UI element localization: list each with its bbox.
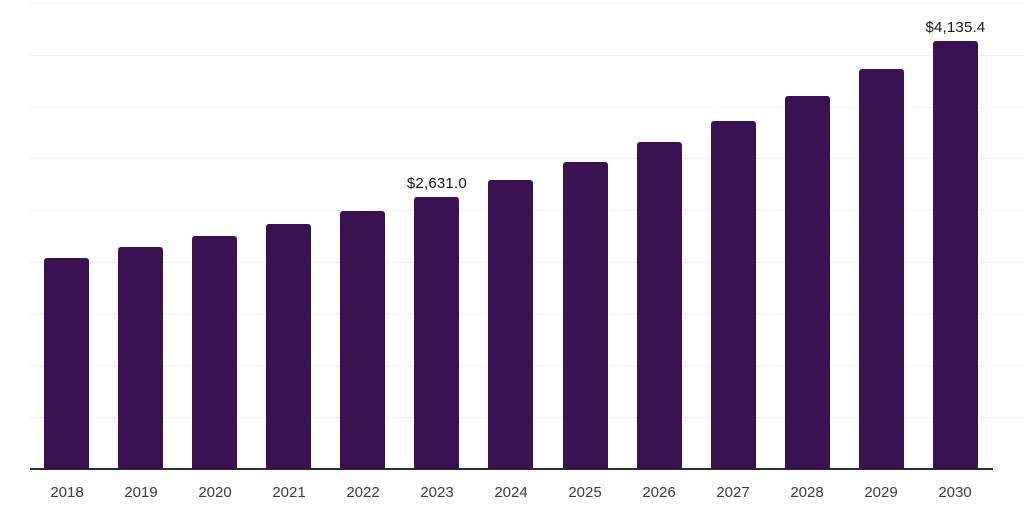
bars-container: $2,631.0 $4,135.4 <box>44 0 985 469</box>
bar-column-2021 <box>266 224 312 469</box>
x-axis-labels: 2018 2019 2020 2021 2022 2023 2024 2025 2026 2027… <box>44 484 978 501</box>
x-tick-label-2027: 2027 <box>716 484 750 501</box>
x-tick-label-2021: 2021 <box>272 484 306 501</box>
bar-column-2025 <box>562 162 608 469</box>
bar-2024 <box>488 180 534 469</box>
x-tick-label-2025: 2025 <box>568 484 602 501</box>
bar-2027 <box>710 121 756 469</box>
x-tick-label-2024: 2024 <box>494 484 528 501</box>
bar-column-2022 <box>340 211 386 469</box>
bar-2030 <box>932 41 978 469</box>
x-tick-label-2026: 2026 <box>642 484 676 501</box>
bar-2019 <box>118 247 164 469</box>
bar-2028 <box>784 96 830 469</box>
bar-2021 <box>266 224 312 469</box>
x-tick-label-2030: 2030 <box>938 484 972 501</box>
x-tick-label-2019: 2019 <box>124 484 158 501</box>
bar-column-2026 <box>636 142 682 469</box>
x-tick-label-2023: 2023 <box>420 484 454 501</box>
bar-2023 <box>414 197 460 469</box>
data-label-2030: $4,135.4 <box>925 19 986 36</box>
bar-2022 <box>340 211 386 469</box>
bar-column-2024 <box>488 180 534 469</box>
bar-2020 <box>192 236 238 469</box>
bar-column-2027 <box>710 121 756 469</box>
x-tick-label-2020: 2020 <box>198 484 232 501</box>
bar-column-2023: $2,631.0 <box>407 175 467 469</box>
data-label-2023: $2,631.0 <box>406 175 467 192</box>
bar-column-2018 <box>44 258 89 469</box>
x-tick-label-2018: 2018 <box>50 484 84 501</box>
bar-column-2029 <box>858 69 904 469</box>
bar-2029 <box>858 69 904 469</box>
x-tick-label-2022: 2022 <box>346 484 380 501</box>
bar-column-2028 <box>784 96 830 469</box>
bar-2025 <box>562 162 608 469</box>
bar-2018 <box>44 258 89 469</box>
x-axis-line <box>30 468 993 470</box>
bar-column-2020 <box>192 236 238 469</box>
bar-2026 <box>636 142 682 469</box>
gridline-3500 <box>30 106 1024 108</box>
bar-column-2030: $4,135.4 <box>925 19 985 469</box>
gridline-4500 <box>30 3 1024 4</box>
gridline-4000 <box>30 54 1024 56</box>
x-tick-label-2028: 2028 <box>790 484 824 501</box>
x-tick-label-2029: 2029 <box>864 484 898 501</box>
bar-column-2019 <box>118 247 164 469</box>
gridline-3000 <box>30 158 1024 160</box>
